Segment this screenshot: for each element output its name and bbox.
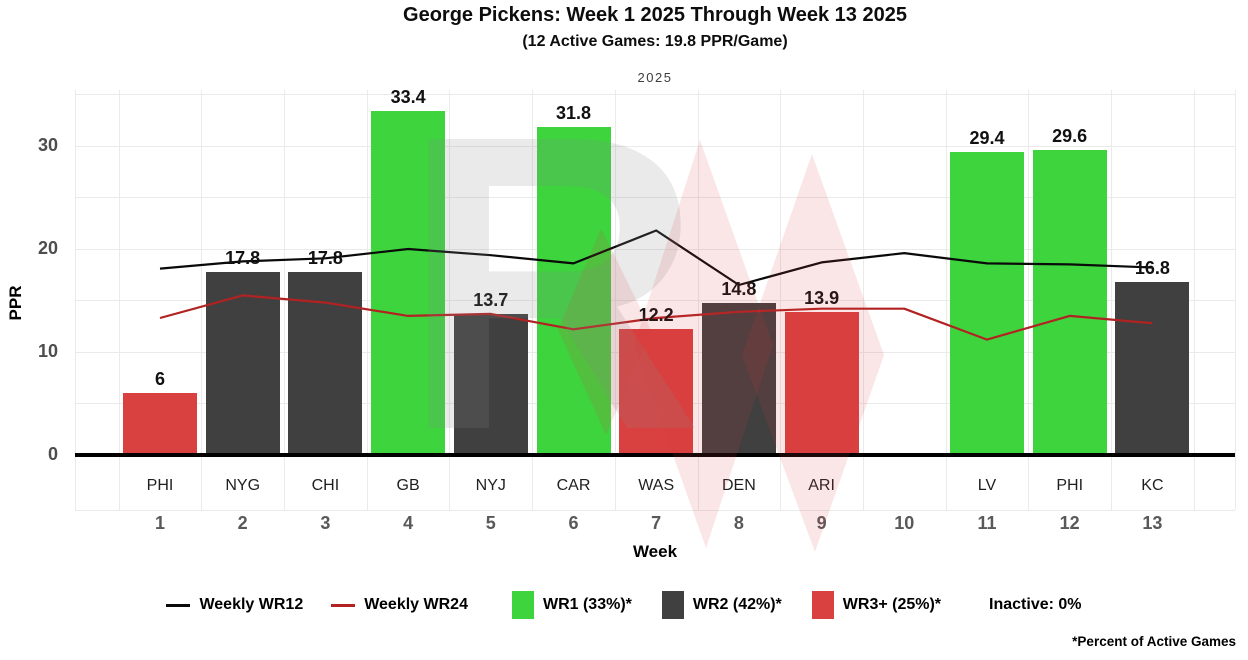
bar-value-label: 14.8 xyxy=(721,278,757,299)
x-tick-week: 13 xyxy=(1142,513,1163,533)
gridline-vertical xyxy=(945,90,947,510)
x-tick-team: DEN xyxy=(722,477,756,494)
bar-week-13 xyxy=(1115,281,1190,455)
x-tick-team: GB xyxy=(396,477,420,494)
bar-value-label: 31.8 xyxy=(555,103,592,124)
gridline-horizontal xyxy=(75,94,1235,95)
bar-week-4 xyxy=(371,110,446,455)
x-axis-line xyxy=(75,453,1235,457)
x-tick-team: PHI xyxy=(1056,477,1084,494)
bar-week-12 xyxy=(1032,150,1107,455)
y-axis-title: PPR xyxy=(6,285,25,321)
legend-label: WR1 (33%)* xyxy=(542,596,632,613)
legend-label: Inactive: 0% xyxy=(989,596,1082,613)
legend: Weekly WR12 Weekly WR24 WR1 (33%)* WR2 (42%… xyxy=(40,588,1208,622)
x-tick-week: 9 xyxy=(816,513,827,533)
legend-label: Weekly WR24 xyxy=(364,596,468,613)
gridline-vertical xyxy=(862,90,864,510)
bar-week-11 xyxy=(950,152,1024,455)
x-tick-week: 12 xyxy=(1059,513,1080,533)
gridline-horizontal xyxy=(75,145,1235,147)
legend-label: Weekly WR12 xyxy=(199,596,304,613)
bar-value-label: 12.2 xyxy=(638,305,674,326)
gridline-vertical xyxy=(118,90,120,510)
legend-box-swatch xyxy=(811,591,834,619)
gridline-vertical xyxy=(614,90,616,510)
gridline-vertical xyxy=(1235,90,1236,510)
legend-box-swatch xyxy=(661,591,684,619)
x-tick-week: 8 xyxy=(733,513,744,533)
bar-week-7 xyxy=(619,329,694,455)
bar-week-1 xyxy=(123,393,197,455)
legend-item-weekly-wr12: Weekly WR12 xyxy=(166,596,303,614)
x-tick-week: 6 xyxy=(568,513,579,533)
bar-value-label: 17.8 xyxy=(307,247,343,268)
bar-value-label: 13.7 xyxy=(473,289,509,310)
x-tick-team: CAR xyxy=(556,477,591,494)
x-tick-week: 10 xyxy=(894,513,915,533)
x-tick-team: NYG xyxy=(225,477,261,494)
bar-week-2 xyxy=(205,271,280,455)
y-tick-label: 30 xyxy=(37,135,58,155)
y-tick-label: 0 xyxy=(47,444,58,464)
gridline-vertical xyxy=(697,90,699,510)
x-tick-week: 5 xyxy=(485,513,496,533)
x-tick-week: 11 xyxy=(977,513,997,533)
x-tick-team: PHI xyxy=(146,477,174,494)
bar-value-label: 13.9 xyxy=(804,287,840,308)
bar-value-label: 33.4 xyxy=(390,86,426,107)
bar-value-label: 16.8 xyxy=(1134,257,1170,278)
x-tick-week: 7 xyxy=(651,513,662,533)
legend-box-swatch xyxy=(511,591,534,619)
x-tick-week: 1 xyxy=(154,513,166,533)
chart-subtitle: (12 Active Games: 19.8 PPR/Game) xyxy=(522,33,788,50)
x-tick-week: 2 xyxy=(237,513,248,533)
gridline-horizontal xyxy=(75,197,1235,198)
legend-item-inactive-0-: Inactive: 0% xyxy=(989,596,1081,614)
x-tick-team: LV xyxy=(977,477,997,494)
gridline-vertical xyxy=(532,90,534,510)
bar-value-label: 17.8 xyxy=(225,247,261,268)
legend-item-wr3+-25-: WR3+ (25%)* xyxy=(811,591,942,619)
legend-footnote: *Percent of Active Games xyxy=(1072,634,1236,649)
bar-week-3 xyxy=(288,271,363,455)
bar-week-5 xyxy=(453,313,528,455)
gridline-vertical xyxy=(1028,90,1030,510)
bar-week-6 xyxy=(536,127,611,455)
x-axis-title: Week xyxy=(632,542,678,561)
x-tick-week: 3 xyxy=(320,513,331,533)
legend-label: WR3+ (25%)* xyxy=(842,596,942,613)
x-tick-team: CHI xyxy=(311,477,340,494)
gridline-vertical xyxy=(1111,90,1113,510)
legend-line-swatch xyxy=(166,603,191,607)
facet-label-year: 2025 xyxy=(637,70,673,85)
legend-item-wr2-42-: WR2 (42%)* xyxy=(661,591,782,619)
bar-value-label: 6 xyxy=(154,369,166,390)
y-tick-label: 20 xyxy=(37,238,58,258)
x-tick-team: ARI xyxy=(808,477,835,494)
x-tick-team: KC xyxy=(1141,477,1164,494)
chart-title: George Pickens: Week 1 2025 Through Week… xyxy=(403,4,907,26)
legend-label: WR2 (42%)* xyxy=(692,596,782,613)
gridline-vertical xyxy=(75,90,76,510)
legend-line-swatch xyxy=(331,603,356,607)
bar-week-8 xyxy=(701,302,776,455)
x-tick-team: NYJ xyxy=(475,477,506,494)
gridline-vertical xyxy=(201,90,203,510)
gridline-vertical xyxy=(780,90,782,510)
x-tick-week: 4 xyxy=(403,513,414,533)
bar-value-label: 29.4 xyxy=(969,128,1005,149)
gridline-vertical xyxy=(1193,90,1195,510)
bar-value-label: 29.6 xyxy=(1052,126,1088,147)
gridline-vertical xyxy=(366,90,368,510)
x-tick-team: WAS xyxy=(638,477,675,494)
y-tick-label: 10 xyxy=(37,341,58,361)
gridline-vertical xyxy=(284,90,286,510)
legend-item-wr1-33-: WR1 (33%)* xyxy=(511,591,632,619)
legend-item-weekly-wr24: Weekly WR24 xyxy=(331,596,468,614)
bar-week-9 xyxy=(784,311,859,455)
gridline-vertical xyxy=(449,90,451,510)
gridline-strip-bottom xyxy=(75,510,1235,511)
